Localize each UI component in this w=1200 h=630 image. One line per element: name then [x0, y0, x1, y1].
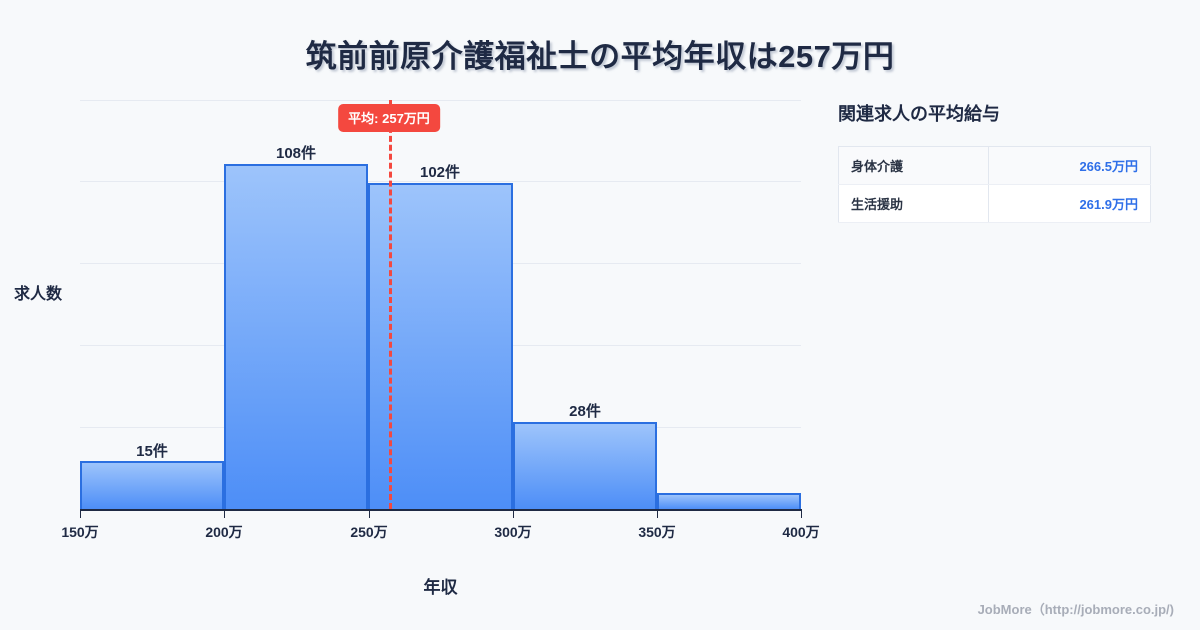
x-tick	[224, 509, 225, 518]
average-line	[388, 100, 392, 509]
gridline	[80, 100, 801, 101]
page-title: 筑前前原介護福祉士の平均年収は257万円	[305, 39, 895, 74]
gridline	[80, 181, 801, 182]
x-tick-label-200: 200万	[205, 524, 243, 540]
x-tick	[801, 509, 802, 518]
x-tick-label-150: 150万	[61, 524, 99, 540]
bar-250-300[interactable]	[368, 183, 513, 509]
x-tick	[80, 509, 81, 518]
table-row[interactable]: 生活援助 261.9万円	[838, 184, 1152, 223]
x-tick-label-350: 350万	[638, 524, 676, 540]
related-salary-panel: 関連求人の平均給与 身体介護 266.5万円 生活援助 261.9万円	[838, 100, 1163, 223]
table-row[interactable]: 身体介護 266.5万円	[838, 146, 1152, 185]
related-row-value: 266.5万円	[987, 146, 1152, 185]
related-row-name: 身体介護	[838, 146, 989, 185]
bar-350-400[interactable]	[656, 493, 801, 509]
footer-credit: JobMore（http://jobmore.co.jp/)	[977, 602, 1174, 617]
bar-label-250-300: 102件	[419, 164, 461, 181]
related-row-value: 261.9万円	[987, 184, 1152, 223]
related-salary-title: 関連求人の平均給与	[838, 104, 1000, 124]
bar-150-200[interactable]	[80, 461, 225, 509]
x-tick-label-400: 400万	[782, 524, 820, 540]
x-tick-label-300: 300万	[494, 524, 532, 540]
x-tick-label-250: 250万	[350, 524, 388, 540]
y-axis-title: 求人数	[14, 286, 63, 303]
x-tick	[657, 509, 658, 518]
bar-label-200-250: 108件	[275, 145, 317, 162]
bar-200-250[interactable]	[224, 164, 369, 509]
bar-300-350[interactable]	[512, 422, 657, 509]
chart-plot-area	[80, 100, 801, 509]
x-axis-line	[80, 509, 801, 511]
related-row-name: 生活援助	[838, 184, 989, 223]
related-salary-table: 身体介護 266.5万円 生活援助 261.9万円	[838, 146, 1152, 223]
x-axis-title: 年収	[423, 578, 458, 597]
bar-label-300-350: 28件	[569, 403, 601, 420]
x-tick	[369, 509, 370, 518]
x-tick	[513, 509, 514, 518]
average-badge: 平均: 257万円	[338, 104, 440, 132]
bar-label-150-200: 15件	[136, 443, 168, 460]
